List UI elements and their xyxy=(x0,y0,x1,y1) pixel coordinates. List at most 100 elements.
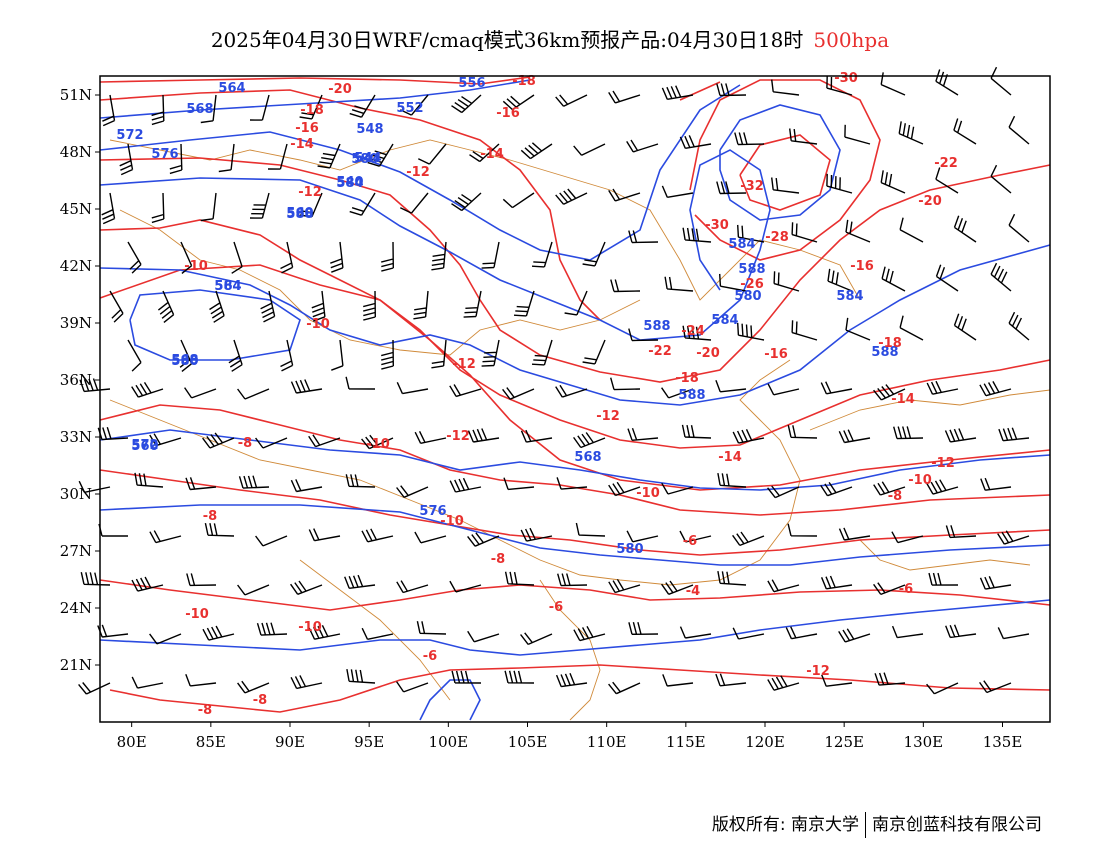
wind-barb xyxy=(661,580,694,595)
wind-barb xyxy=(1008,115,1030,145)
wind-barb xyxy=(873,384,906,401)
wind-barb xyxy=(151,94,165,126)
wind-barb xyxy=(664,276,694,292)
wind-barb xyxy=(149,633,182,645)
wind-barb xyxy=(396,580,429,594)
border-line xyxy=(539,579,601,721)
wind-barb xyxy=(820,482,853,497)
wind-barb xyxy=(926,380,959,395)
wind-barb xyxy=(119,143,134,176)
footer-right: 南京创蓝科技有限公司 xyxy=(872,815,1042,835)
wind-barb xyxy=(280,241,294,274)
wind-barb xyxy=(531,241,553,268)
wind-barb xyxy=(346,668,376,684)
height-label: 588 xyxy=(643,319,670,334)
x-tick-label: 110E xyxy=(587,733,627,751)
wind-barb xyxy=(715,379,747,393)
wind-barb xyxy=(716,83,747,97)
wind-barb xyxy=(449,384,482,398)
wind-barb xyxy=(299,192,323,218)
wind-barb xyxy=(520,527,553,542)
wind-barb xyxy=(531,339,553,366)
height-label: 564 xyxy=(218,81,245,96)
temperature-label: -18 xyxy=(300,103,324,118)
wind-barb xyxy=(575,522,606,537)
temperature-label: -14 xyxy=(290,137,314,152)
wind-barb xyxy=(873,481,906,496)
wind-barb xyxy=(610,279,641,293)
x-tick-label: 120E xyxy=(745,733,785,751)
wind-barb xyxy=(204,522,235,537)
height-label: 576 xyxy=(151,147,178,162)
temperature-label: -20 xyxy=(328,82,352,97)
temperature-label: -12 xyxy=(298,185,322,200)
wind-barb xyxy=(564,290,588,316)
temperature-contour xyxy=(99,157,1051,383)
wind-barb xyxy=(785,626,818,640)
height-label: 564 xyxy=(214,279,241,294)
y-tick-label: 33N xyxy=(60,428,92,446)
wind-barb xyxy=(880,170,906,194)
wind-barb xyxy=(363,290,376,321)
wind-barb xyxy=(767,579,800,593)
wind-barb xyxy=(953,118,977,145)
temperature-label: -6 xyxy=(899,582,913,597)
wind-barb xyxy=(880,72,906,96)
temperature-label: -8 xyxy=(888,489,902,504)
wind-barb xyxy=(361,434,394,450)
border-line xyxy=(299,559,451,701)
height-label: 556 xyxy=(458,76,485,91)
wind-barb xyxy=(200,192,217,222)
temperature-label: -14 xyxy=(891,392,915,407)
wind-barb xyxy=(557,573,588,587)
wind-barb xyxy=(255,535,288,547)
wind-barb xyxy=(787,425,818,439)
height-label: 580 xyxy=(351,152,378,167)
wind-barb xyxy=(679,135,712,149)
wind-barb xyxy=(344,574,376,589)
temperature-label: -10 xyxy=(298,620,322,635)
temperature-label: -30 xyxy=(834,71,858,86)
height-label: 568 xyxy=(186,102,213,117)
temperature-label: -24 xyxy=(681,324,705,339)
height-label: 584 xyxy=(836,289,863,304)
temperature-label: -10 xyxy=(440,514,464,529)
wind-barb xyxy=(626,139,659,153)
wind-barb xyxy=(361,627,394,640)
height-contour xyxy=(99,79,531,119)
wind-barb xyxy=(838,429,871,444)
wind-barb xyxy=(845,317,871,341)
wind-barb xyxy=(734,132,765,146)
footer: 版权所有: 南京大学 南京创蓝科技有限公司 xyxy=(712,810,1042,838)
x-tick-label: 135E xyxy=(983,733,1023,751)
wind-barb xyxy=(431,339,447,369)
border-line xyxy=(809,389,1051,431)
temperature-label: -10 xyxy=(185,607,209,622)
wind-barb xyxy=(127,339,142,372)
wind-barb xyxy=(926,682,959,695)
wind-barb xyxy=(179,339,193,372)
wind-barb xyxy=(381,339,394,370)
height-label: 588 xyxy=(871,345,898,360)
wind-barb xyxy=(845,219,871,243)
wind-barb xyxy=(80,572,111,586)
height-label: 572 xyxy=(131,438,158,453)
wind-barb xyxy=(127,241,142,274)
temperature-label: -10 xyxy=(366,437,390,452)
height-label: 560 xyxy=(131,439,158,454)
wind-barb xyxy=(945,624,977,639)
temperature-label: -6 xyxy=(423,649,437,664)
wind-barb xyxy=(202,432,235,449)
temperature-label: -8 xyxy=(491,552,505,567)
wind-barb xyxy=(608,578,641,594)
temperature-label: -6 xyxy=(549,600,563,615)
height-contour xyxy=(129,289,301,361)
wind-barb xyxy=(131,576,164,592)
wind-barb xyxy=(185,477,217,491)
wind-barb xyxy=(628,230,659,244)
height-contour xyxy=(99,429,1051,491)
temperature-label: -16 xyxy=(295,121,319,136)
y-tick-label: 24N xyxy=(60,599,92,617)
temperature-label: -18 xyxy=(675,371,699,386)
wind-barb xyxy=(608,90,641,104)
